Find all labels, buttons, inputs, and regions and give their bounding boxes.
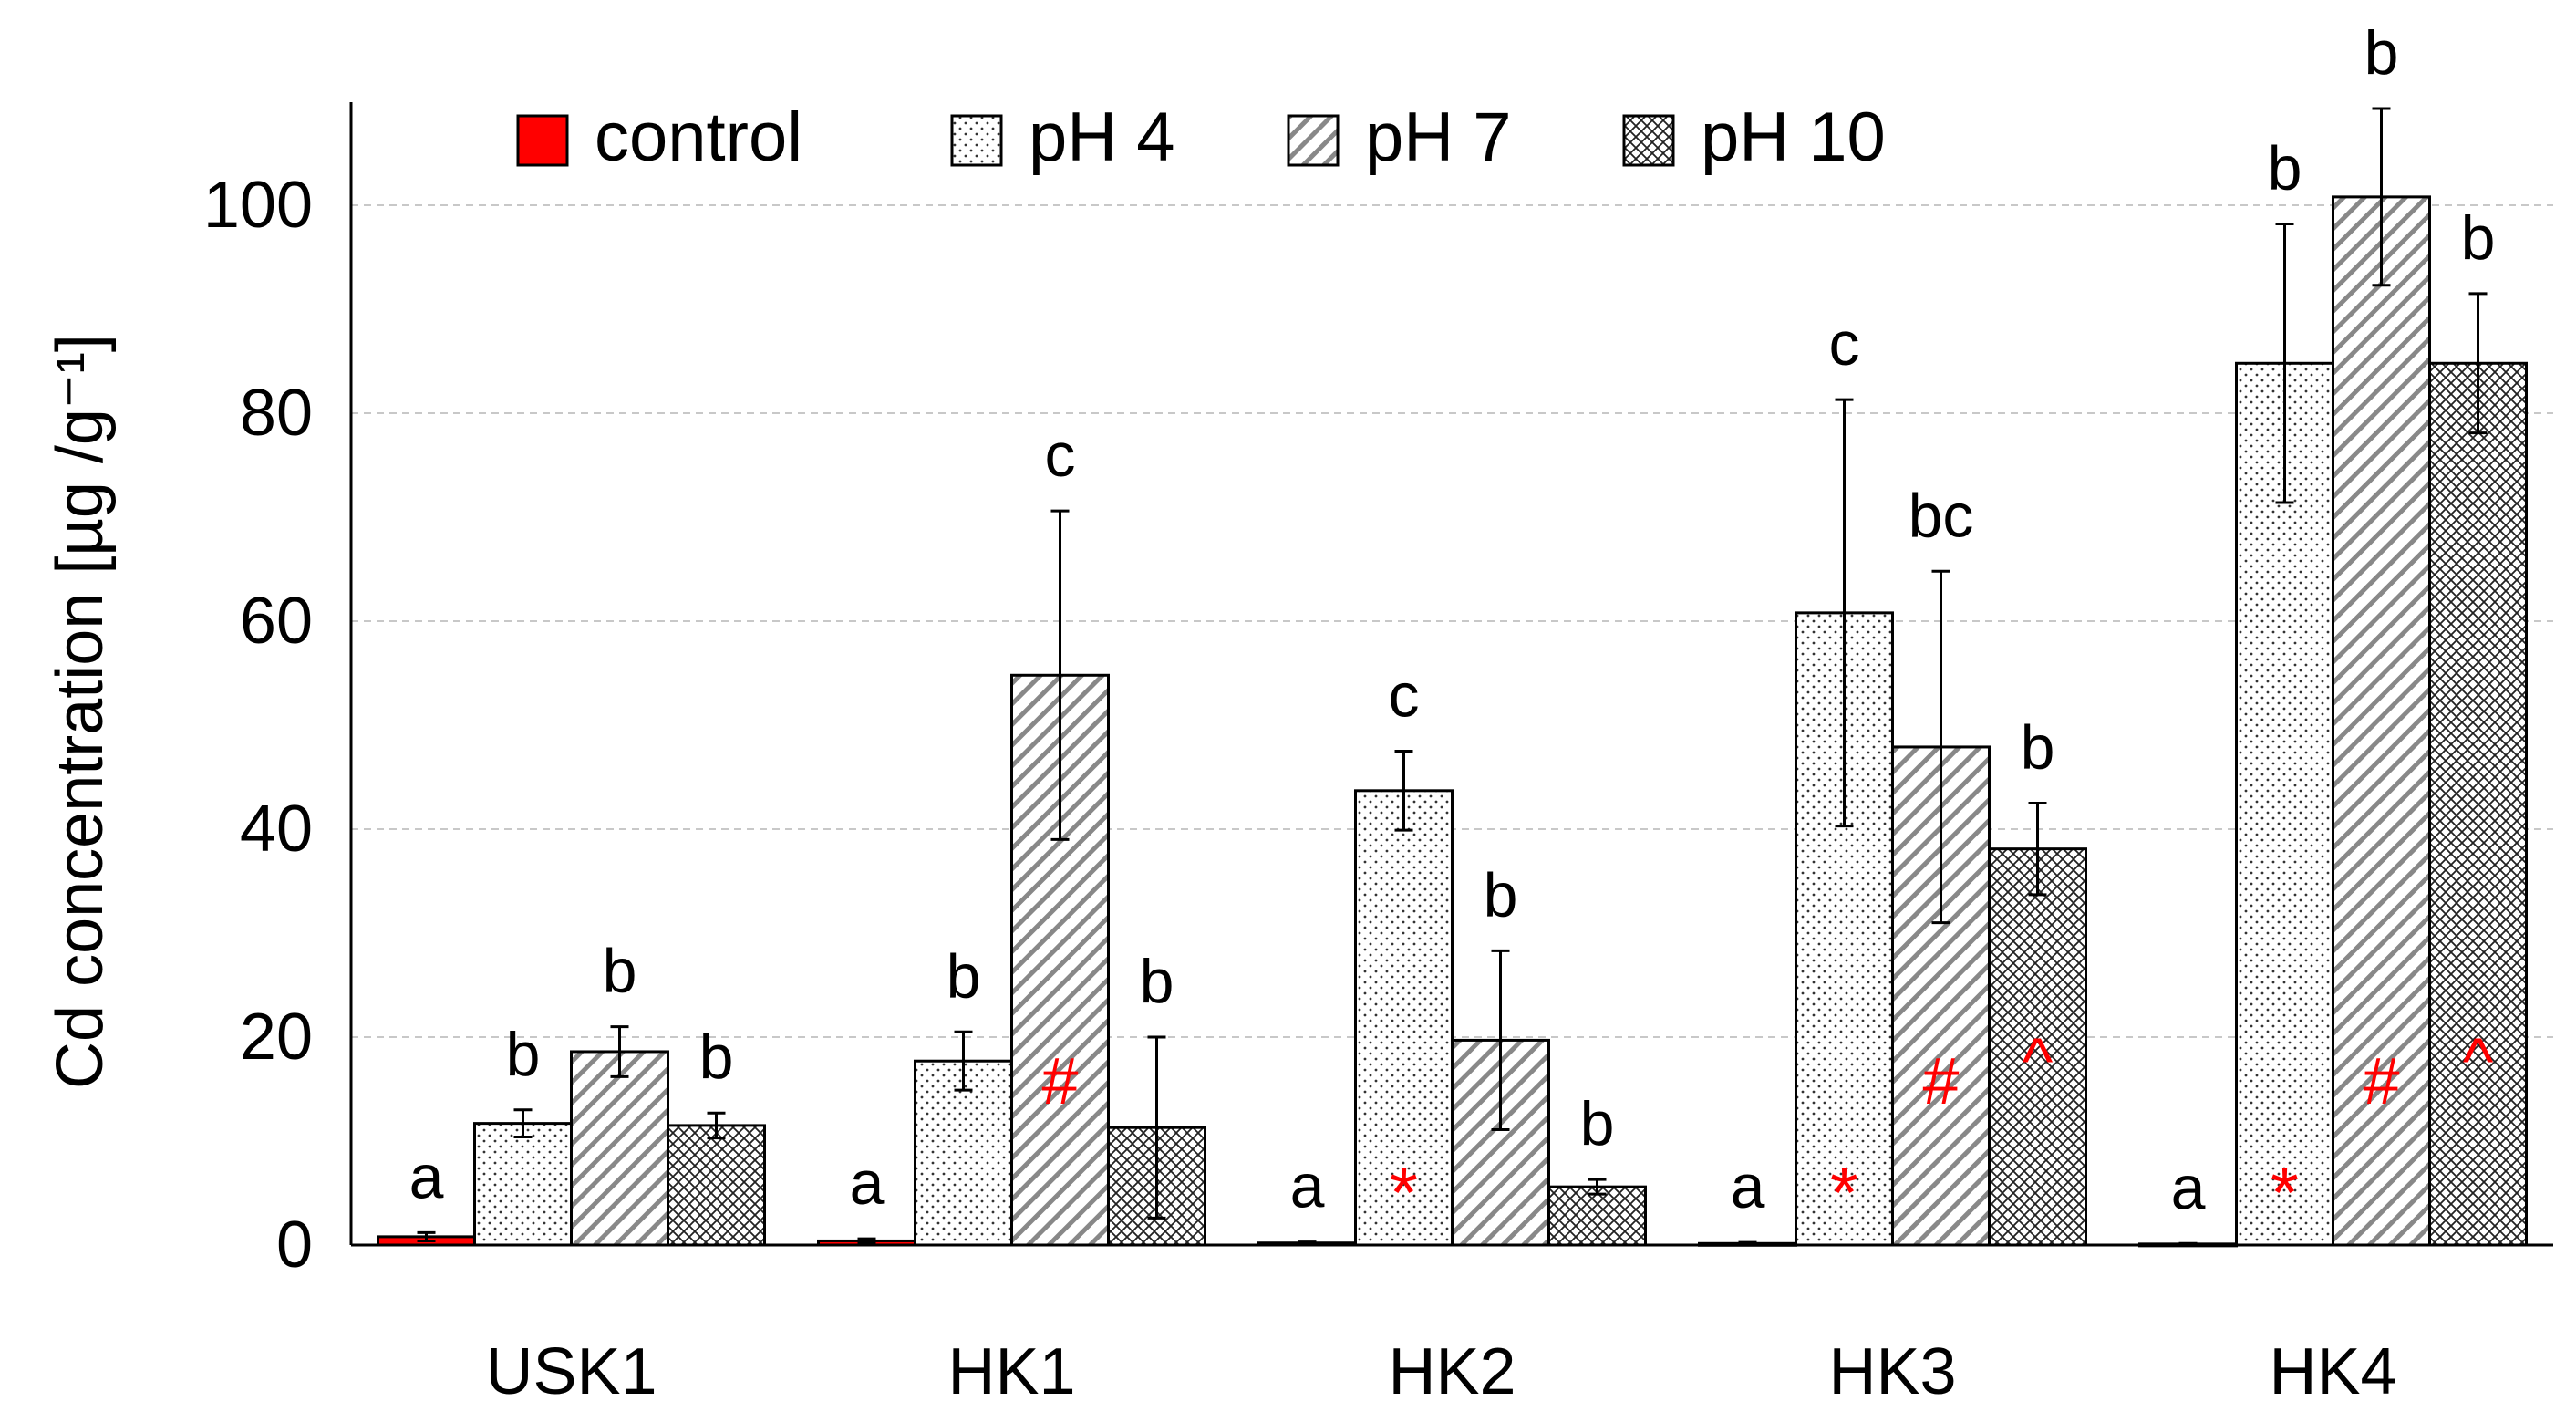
error-bar-hk3-control [1738, 1240, 1757, 1246]
legend: control pH 4 pH 7 pH 10 [516, 99, 1886, 176]
legend-label-control: control [595, 99, 802, 176]
error-bar-hk4-ph-10 [2468, 292, 2488, 435]
legend-swatch-ph-4 [950, 114, 1003, 167]
bar-hk4-ph-4 [2235, 361, 2334, 1247]
legend-label-ph-4: pH 4 [1029, 99, 1175, 176]
bar-hk4-ph-7 [2332, 195, 2431, 1247]
letter-label-hk4-ph-4: b [2268, 134, 2302, 203]
bar-usk1-ph-4 [473, 1122, 573, 1247]
bars-layer [377, 107, 2528, 1248]
x-tick-label-hk3: HK3 [1828, 1335, 1956, 1408]
error-bar-hk3-ph-4 [1835, 398, 1854, 828]
letter-label-usk1-ph-10: b [699, 1022, 734, 1092]
letter-label-usk1-control: a [409, 1142, 444, 1211]
y-tick-label-80: 80 [240, 377, 313, 450]
legend-item-ph-7: pH 7 [1287, 99, 1512, 176]
marker-hk2-ph-4: * [1390, 1152, 1418, 1233]
letter-label-hk2-control: a [1290, 1152, 1325, 1221]
x-tick-label-hk4: HK4 [2269, 1335, 2396, 1408]
marker-hk3-ph-7: # [1922, 1045, 1959, 1118]
y-tick-label-100: 100 [203, 169, 313, 242]
error-bar-hk4-ph-7 [2372, 107, 2391, 287]
legend-swatch-ph-7 [1287, 114, 1340, 167]
bar-usk1-ph-10 [667, 1124, 766, 1247]
x-tick-label-hk2: HK2 [1388, 1335, 1516, 1408]
marker-hk4-ph-4: * [2271, 1152, 2299, 1233]
error-bar-hk1-ph-7 [1050, 509, 1070, 841]
error-bar-hk3-ph-7 [1931, 569, 1950, 925]
letter-label-hk1-ph-7: c [1045, 420, 1076, 490]
error-bar-hk2-ph-10 [1588, 1178, 1607, 1196]
error-bar-hk2-control [1298, 1240, 1317, 1246]
legend-item-control: control [516, 99, 802, 176]
bar-hk3-ph-10 [1988, 847, 2087, 1247]
y-axis-title: Cd concentration [µg /g⁻¹] [44, 334, 117, 1089]
x-tick-label-usk1: USK1 [485, 1335, 657, 1408]
letter-label-hk2-ph-7: b [1484, 860, 1518, 929]
error-bar-usk1-ph-7 [610, 1025, 629, 1078]
legend-label-ph-7: pH 7 [1365, 99, 1512, 176]
bar-hk4-ph-10 [2428, 361, 2528, 1247]
legend-label-ph-10: pH 10 [1701, 99, 1886, 176]
error-bar-hk1-ph-10 [1147, 1035, 1166, 1220]
letter-label-hk3-ph-7: bc [1909, 481, 1974, 550]
letter-label-hk1-ph-4: b [947, 941, 981, 1011]
error-bar-hk1-control [857, 1237, 876, 1245]
y-tick-label-60: 60 [240, 585, 313, 658]
letter-label-usk1-ph-4: b [506, 1020, 541, 1089]
error-bar-hk4-control [2178, 1241, 2198, 1246]
letter-label-hk1-ph-10: b [1140, 947, 1174, 1016]
letter-label-hk3-control: a [1731, 1152, 1765, 1221]
letter-label-hk4-control: a [2171, 1153, 2206, 1222]
error-bar-hk2-ph-4 [1394, 750, 1413, 832]
error-bar-usk1-control [417, 1230, 436, 1242]
x-tick-label-hk1: HK1 [947, 1335, 1075, 1408]
legend-item-ph-10: pH 10 [1622, 99, 1886, 176]
marker-hk3-ph-4: * [1830, 1152, 1858, 1233]
labels-layer: USK1abbbHK1abc#bHK2ac*bbHK3ac*bc#b^HK4ab… [409, 18, 2496, 1408]
y-tick-label-0: 0 [276, 1209, 313, 1282]
letter-label-hk2-ph-10: b [1580, 1089, 1615, 1158]
legend-swatch-ph-10 [1622, 114, 1675, 167]
y-tick-label-40: 40 [240, 793, 313, 866]
letter-label-hk3-ph-4: c [1829, 309, 1860, 379]
letter-label-usk1-ph-7: b [603, 937, 637, 1006]
letter-label-hk2-ph-4: c [1389, 661, 1420, 731]
marker-hk4-ph-10: ^ [2463, 1025, 2494, 1098]
error-bar-usk1-ph-10 [707, 1111, 726, 1140]
legend-item-ph-4: pH 4 [950, 99, 1175, 176]
letter-label-hk4-ph-7: b [2364, 18, 2399, 88]
legend-swatch-control [516, 114, 569, 167]
error-bar-hk4-ph-4 [2275, 223, 2294, 504]
letter-label-hk1-control: a [850, 1148, 885, 1218]
marker-hk4-ph-7: # [2363, 1045, 2399, 1118]
error-bar-usk1-ph-4 [513, 1108, 533, 1138]
letter-label-hk4-ph-10: b [2461, 203, 2496, 273]
marker-hk3-ph-10: ^ [2023, 1025, 2054, 1098]
marker-hk1-ph-7: # [1041, 1045, 1078, 1118]
error-bar-hk2-ph-7 [1491, 949, 1510, 1131]
bar-hk1-ph-4 [914, 1059, 1013, 1247]
bar-usk1-ph-7 [570, 1050, 669, 1247]
letter-label-hk3-ph-10: b [2021, 713, 2055, 783]
y-tick-label-20: 20 [240, 1001, 313, 1074]
bar-hk2-ph-10 [1547, 1185, 1647, 1247]
error-bar-hk1-ph-4 [954, 1030, 973, 1092]
error-bar-hk3-ph-10 [2028, 802, 2047, 897]
